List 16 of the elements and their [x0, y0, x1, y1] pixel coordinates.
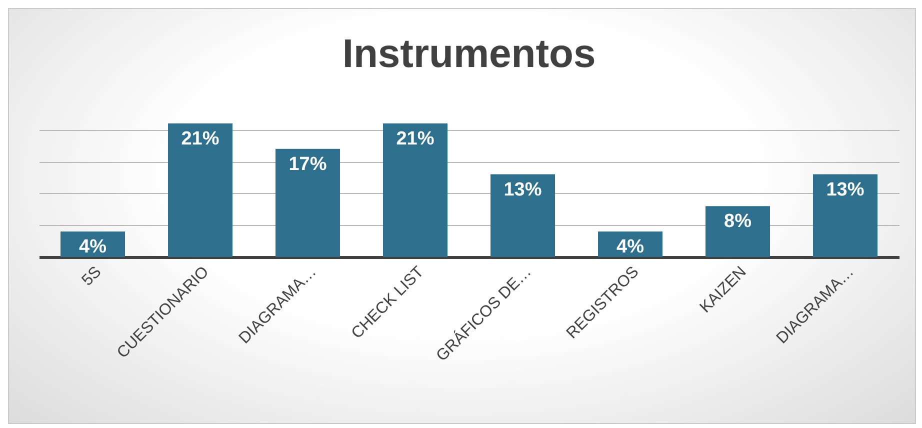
data-label: 13%: [504, 179, 542, 200]
data-label: 17%: [288, 154, 327, 175]
bar: [706, 206, 770, 257]
data-label: 4%: [616, 236, 644, 258]
bar: [490, 174, 555, 257]
bar: [168, 123, 232, 257]
bar: [813, 174, 878, 257]
data-label: 21%: [396, 128, 434, 150]
chart-title: Instrumentos: [342, 32, 596, 76]
data-label: 21%: [181, 128, 220, 150]
data-label: 8%: [724, 211, 752, 232]
bar: [383, 123, 448, 257]
bar: [276, 148, 340, 257]
x-tick-label: 5S: [78, 264, 105, 290]
data-label: 4%: [79, 236, 107, 258]
data-label: 13%: [826, 179, 864, 200]
